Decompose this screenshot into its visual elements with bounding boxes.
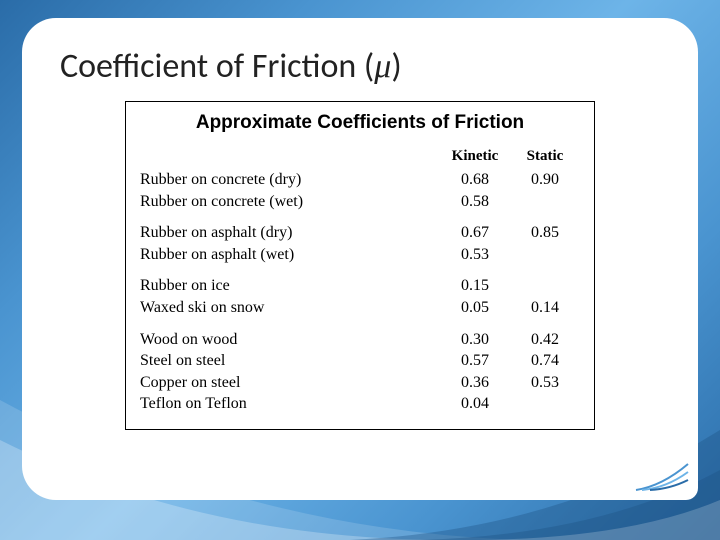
cell-static: 0.14 [510,297,580,319]
cell-kinetic: 0.53 [440,244,510,266]
cell-material: Wood on wood [140,329,440,351]
table-header-row: Kinetic Static [140,148,580,165]
title-suffix: ) [391,46,401,87]
mu-symbol: μ [374,48,391,85]
table-row: Copper on steel 0.36 0.53 [140,372,580,394]
table-row: Rubber on asphalt (dry) 0.67 0.85 [140,222,580,244]
header-material [140,148,440,165]
cell-static: 0.85 [510,222,580,244]
table-title: Approximate Coefficients of Friction [140,112,580,134]
cell-static: 0.74 [510,350,580,372]
table-row: Rubber on concrete (wet) 0.58 [140,191,580,213]
table-row: Rubber on concrete (dry) 0.68 0.90 [140,169,580,191]
cell-material: Copper on steel [140,372,440,394]
cell-static: 0.90 [510,169,580,191]
cell-static [510,244,580,266]
cell-kinetic: 0.67 [440,222,510,244]
cell-material: Teflon on Teflon [140,393,440,415]
cell-static [510,275,580,297]
cell-kinetic: 0.58 [440,191,510,213]
corner-flourish-icon [632,444,692,494]
cell-kinetic: 0.04 [440,393,510,415]
table-row: Rubber on asphalt (wet) 0.53 [140,244,580,266]
cell-material: Rubber on concrete (wet) [140,191,440,213]
table-row: Waxed ski on snow 0.05 0.14 [140,297,580,319]
cell-material: Rubber on asphalt (wet) [140,244,440,266]
content-panel: Coefficient of Friction (μ) Approximate … [22,18,698,500]
friction-table: Approximate Coefficients of Friction Kin… [125,101,595,430]
cell-kinetic: 0.30 [440,329,510,351]
cell-material: Rubber on ice [140,275,440,297]
group-1: Rubber on asphalt (dry) 0.67 0.85 Rubber… [140,222,580,265]
table-row: Teflon on Teflon 0.04 [140,393,580,415]
cell-material: Steel on steel [140,350,440,372]
group-0: Rubber on concrete (dry) 0.68 0.90 Rubbe… [140,169,580,212]
header-kinetic: Kinetic [440,148,510,165]
table-row: Wood on wood 0.30 0.42 [140,329,580,351]
title-prefix: Coefficient of Friction ( [60,46,374,87]
slide-title: Coefficient of Friction (μ) [60,46,664,87]
cell-static [510,393,580,415]
group-3: Wood on wood 0.30 0.42 Steel on steel 0.… [140,329,580,415]
cell-static: 0.53 [510,372,580,394]
cell-kinetic: 0.68 [440,169,510,191]
cell-static: 0.42 [510,329,580,351]
header-static: Static [510,148,580,165]
cell-kinetic: 0.05 [440,297,510,319]
cell-static [510,191,580,213]
cell-material: Waxed ski on snow [140,297,440,319]
cell-kinetic: 0.15 [440,275,510,297]
cell-material: Rubber on concrete (dry) [140,169,440,191]
cell-kinetic: 0.36 [440,372,510,394]
table-row: Rubber on ice 0.15 [140,275,580,297]
table-row: Steel on steel 0.57 0.74 [140,350,580,372]
cell-material: Rubber on asphalt (dry) [140,222,440,244]
cell-kinetic: 0.57 [440,350,510,372]
group-2: Rubber on ice 0.15 Waxed ski on snow 0.0… [140,275,580,318]
